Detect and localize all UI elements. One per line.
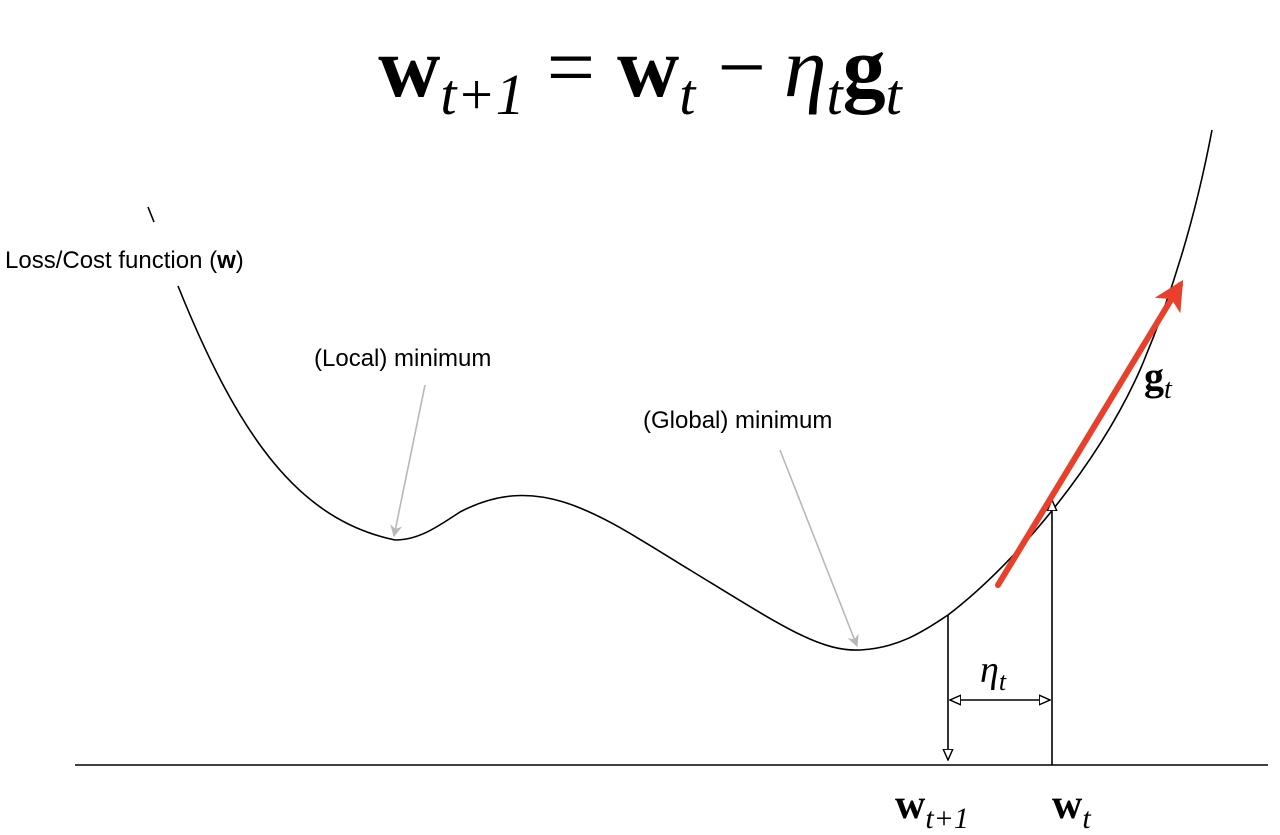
eq-w-next: w bbox=[378, 19, 440, 115]
eq-eta: η bbox=[784, 19, 827, 115]
step-sub: t bbox=[999, 667, 1007, 696]
loss-function-label: Loss/Cost function (w) bbox=[5, 247, 244, 274]
w-t-label: wt bbox=[1052, 782, 1091, 835]
gradient-label: gt bbox=[1144, 354, 1173, 405]
eq-eta-sub: t bbox=[827, 62, 845, 127]
local-minimum-label: (Local) minimum bbox=[314, 345, 491, 372]
eq-equals: = bbox=[547, 19, 596, 115]
step-symbol: η bbox=[980, 649, 999, 691]
step-size-label: ηt bbox=[980, 649, 1007, 696]
gradient-symbol: g bbox=[1144, 354, 1164, 399]
eq-sub-t: t bbox=[679, 62, 697, 127]
global-minimum-label: (Global) minimum bbox=[643, 407, 832, 434]
loss-label-suffix: ) bbox=[236, 247, 244, 274]
w-next-symbol: w bbox=[895, 782, 926, 828]
update-rule-equation: wt+1 = wt − ηtgt bbox=[378, 19, 903, 127]
w-next-sub: t+1 bbox=[925, 802, 969, 835]
w-next-label: wt+1 bbox=[895, 782, 969, 835]
eq-w-t: w bbox=[617, 19, 679, 115]
loss-label-bold: w bbox=[216, 247, 236, 274]
w-t-symbol: w bbox=[1052, 782, 1083, 828]
eq-g: g bbox=[843, 19, 886, 115]
eq-minus: − bbox=[717, 19, 766, 115]
loss-label-prefix: Loss/Cost function ( bbox=[5, 247, 217, 274]
loss-curve bbox=[147, 129, 1213, 651]
global-min-pointer bbox=[779, 449, 859, 648]
w-t-sub: t bbox=[1082, 802, 1091, 835]
local-min-pointer bbox=[390, 384, 426, 538]
eq-g-sub: t bbox=[886, 62, 904, 127]
eq-sub-next: t+1 bbox=[440, 62, 524, 127]
gradient-arrow bbox=[995, 279, 1184, 588]
gradient-sub: t bbox=[1164, 374, 1173, 405]
